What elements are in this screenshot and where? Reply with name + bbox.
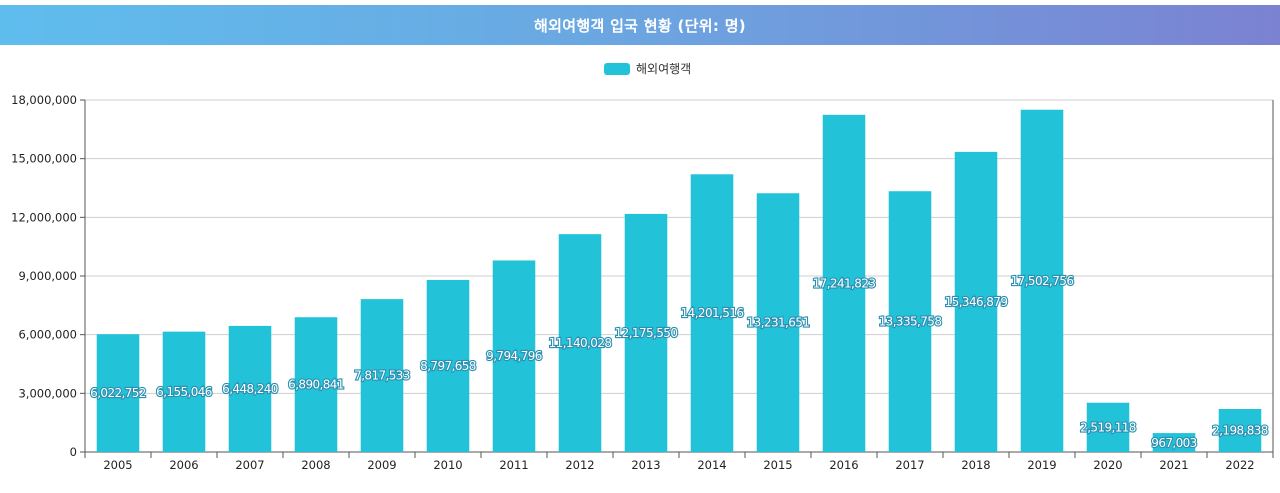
data-label: 13,231,651: [747, 316, 810, 330]
x-tick-label: 2019: [1027, 458, 1056, 472]
x-tick-label: 2013: [631, 458, 660, 472]
x-tick-label: 2011: [499, 458, 528, 472]
data-label: 15,346,879: [945, 295, 1008, 309]
y-tick-label: 3,000,000: [18, 386, 77, 400]
bar: [1218, 409, 1262, 452]
data-label: 13,335,758: [879, 315, 942, 329]
bar: [1152, 433, 1196, 452]
x-tick-label: 2014: [697, 458, 726, 472]
bar: [426, 279, 470, 452]
bar: [492, 260, 536, 452]
bar: [624, 213, 668, 452]
bar: [954, 151, 998, 453]
x-tick-label: 2018: [961, 458, 990, 472]
bar: [1086, 402, 1130, 452]
x-tick-label: 2007: [235, 458, 264, 472]
data-label: 2,198,838: [1212, 424, 1268, 438]
y-tick-label: 18,000,000: [11, 93, 77, 107]
y-tick-label: 9,000,000: [18, 269, 77, 283]
data-label: 967,003: [1151, 436, 1196, 450]
data-label: 12,175,550: [615, 326, 678, 340]
bar: [294, 317, 338, 452]
data-label: 9,794,796: [486, 349, 542, 363]
bar: [360, 299, 404, 452]
x-tick-label: 2009: [367, 458, 396, 472]
x-tick-label: 2020: [1093, 458, 1122, 472]
data-label: 17,241,823: [813, 276, 876, 290]
data-label: 11,140,028: [549, 336, 612, 350]
y-tick-label: 15,000,000: [11, 152, 77, 166]
x-tick-label: 2008: [301, 458, 330, 472]
x-tick-label: 2012: [565, 458, 594, 472]
x-tick-label: 2021: [1159, 458, 1188, 472]
data-label: 7,817,533: [354, 369, 410, 383]
legend-swatch: [604, 62, 630, 75]
data-label: 14,201,516: [681, 306, 744, 320]
bar: [228, 325, 272, 452]
x-tick-label: 2022: [1225, 458, 1254, 472]
y-tick-label: 6,000,000: [18, 328, 77, 342]
data-label: 6,155,046: [156, 385, 212, 399]
data-label: 6,022,752: [90, 386, 146, 400]
data-label: 6,890,841: [288, 378, 344, 392]
legend[interactable]: 해외여행객: [604, 60, 691, 77]
x-tick-label: 2006: [169, 458, 198, 472]
chart-title: 해외여행객 입국 현황 (단위: 명): [534, 16, 746, 35]
y-tick-label: 12,000,000: [11, 210, 77, 224]
data-label: 2,519,118: [1080, 420, 1136, 434]
bar: [1020, 109, 1064, 453]
data-label: 17,502,756: [1011, 274, 1074, 288]
chart-title-banner: 해외여행객 입국 현황 (단위: 명): [0, 5, 1280, 45]
bar: [756, 193, 800, 452]
bar: [888, 191, 932, 452]
x-tick-label: 2010: [433, 458, 462, 472]
bar: [822, 114, 866, 452]
bar: [558, 234, 602, 452]
bar: [96, 334, 140, 452]
x-tick-label: 2017: [895, 458, 924, 472]
bar: [690, 174, 734, 452]
x-tick-label: 2015: [763, 458, 792, 472]
data-label: 8,797,658: [420, 359, 476, 373]
x-tick-label: 2016: [829, 458, 858, 472]
data-label: 6,448,240: [222, 382, 278, 396]
legend-label: 해외여행객: [636, 62, 692, 76]
y-tick-label: 0: [70, 445, 77, 459]
bar: [162, 331, 206, 452]
x-tick-label: 2005: [103, 458, 132, 472]
